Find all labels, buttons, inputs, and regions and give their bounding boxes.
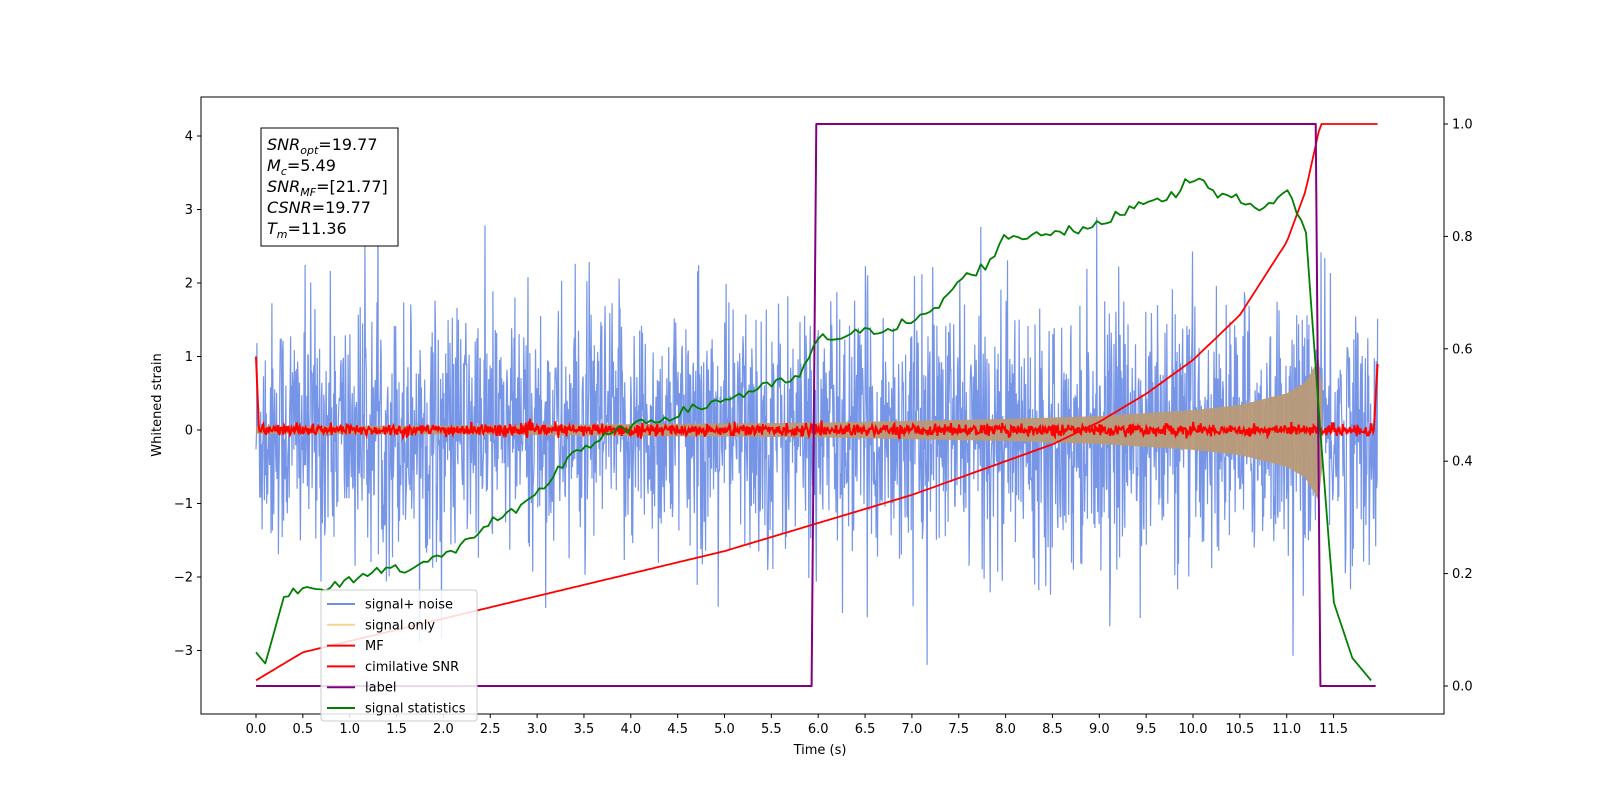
x-tick-label: 9.5: [1136, 722, 1157, 737]
y-right-tick-label: 0.8: [1452, 230, 1473, 245]
x-tick-label: 11.5: [1319, 722, 1348, 737]
signal-only-series: [256, 359, 1323, 501]
legend-entry: signal statistics: [365, 702, 466, 717]
x-tick-label: 0.5: [293, 722, 314, 737]
legend-entry: label: [365, 681, 396, 696]
legend-entry: cimilative SNR: [365, 660, 459, 675]
label-line: [256, 123, 1376, 687]
y-right-tick-label: 0.4: [1452, 455, 1473, 470]
y-right-tick-label: 1.0: [1452, 118, 1473, 133]
y-right-axis-ticks: 1.0 0.8 0.6 0.4 0.2 0.0: [1444, 118, 1473, 695]
x-tick-label: 4.0: [620, 722, 641, 737]
annotation-line: Tm=11.36: [267, 219, 347, 241]
y-left-tick-label: −1: [174, 497, 193, 512]
annotation-line: SNRopt=19.77: [267, 135, 378, 157]
x-tick-label: 1.0: [339, 722, 360, 737]
x-tick-label: 2.5: [480, 722, 501, 737]
annotation-line: CSNR=19.77: [267, 198, 371, 217]
y-left-tick-label: 2: [185, 277, 193, 292]
legend-entry: signal only: [365, 618, 435, 633]
y-left-tick-label: 4: [185, 130, 193, 145]
legend-entry: signal+ noise: [365, 598, 453, 613]
plot-frame: [200, 96, 1445, 715]
y-left-tick-label: 0: [185, 424, 193, 439]
annotation-line: SNRMF=[21.77]: [267, 177, 388, 199]
x-axis-label: Time (s): [793, 743, 847, 758]
x-tick-label: 10.0: [1179, 722, 1208, 737]
y-right-tick-label: 0.6: [1452, 342, 1473, 357]
x-tick-label: 1.5: [386, 722, 407, 737]
legend: signal+ noise signal only MF cimilative SNR…: [320, 589, 478, 722]
x-tick-label: 8.5: [1042, 722, 1063, 737]
x-tick-label: 10.5: [1225, 722, 1254, 737]
y-left-tick-label: −2: [174, 571, 193, 586]
y-left-tick-label: −3: [174, 644, 193, 659]
x-tick-label: 6.5: [855, 722, 876, 737]
stats-annotation-box: SNRopt=19.77Mc=5.49SNRMF=[21.77]CSNR=19.…: [260, 127, 399, 247]
y-left-axis-ticks: 4 3 2 1 0 −1 −2 −3: [174, 130, 201, 659]
x-tick-label: 4.5: [667, 722, 688, 737]
x-tick-label: 2.0: [433, 722, 454, 737]
y-right-tick-label: 0.2: [1452, 567, 1473, 582]
x-tick-label: 8.0: [995, 722, 1016, 737]
mf-series: [255, 356, 1379, 441]
x-axis-ticks: 0.0 0.5 1.0 1.5 2.0 2.5 3.0 3.5 4.0 4.5 5.0 5.5 6.0 6…: [246, 714, 1348, 737]
label-series: [256, 123, 1376, 687]
mf-line: [255, 356, 1379, 441]
signal-statistics-line: [255, 177, 1372, 681]
x-tick-label: 5.0: [714, 722, 735, 737]
x-tick-label: 9.0: [1089, 722, 1110, 737]
x-tick-label: 6.0: [808, 722, 829, 737]
x-tick-label: 7.5: [948, 722, 969, 737]
x-tick-label: 3.5: [574, 722, 595, 737]
signal-only-envelope: [256, 359, 1323, 501]
y-axis-label: Whitened strain: [150, 353, 165, 456]
x-tick-label: 7.0: [902, 722, 923, 737]
annotation-line: Mc=5.49: [267, 156, 336, 178]
x-tick-label: 11.0: [1272, 722, 1301, 737]
y-right-tick-label: 0.0: [1452, 680, 1473, 695]
signal-noise-series: [255, 192, 1379, 665]
legend-entry: MF: [365, 639, 384, 654]
y-left-tick-label: 3: [185, 203, 193, 218]
y-left-tick-label: 1: [185, 350, 193, 365]
x-tick-label: 3.0: [527, 722, 548, 737]
x-tick-label: 5.5: [761, 722, 782, 737]
signal-noise-line: [255, 192, 1379, 665]
signal-statistics-series: [255, 177, 1372, 681]
x-tick-label: 0.0: [246, 722, 267, 737]
